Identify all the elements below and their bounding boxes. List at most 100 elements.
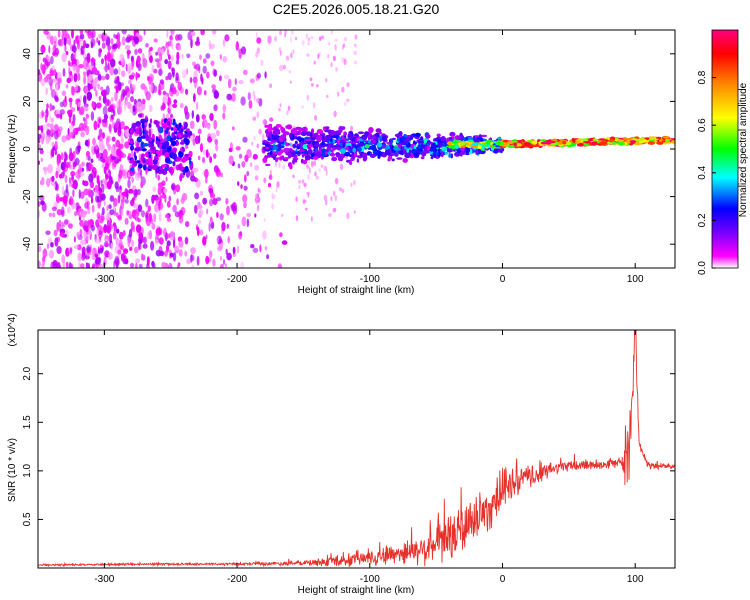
spectrogram-band <box>273 145 279 150</box>
spectrogram-speckle <box>48 251 53 257</box>
spectrogram-speckle <box>189 77 193 84</box>
spectrogram-speckle <box>38 133 42 139</box>
spectrogram-band <box>269 150 273 155</box>
spectrogram-speckle <box>69 61 73 68</box>
spectrogram-burst <box>172 118 176 124</box>
spectrogram-speckle <box>85 113 90 119</box>
spectrogram-speckle <box>103 66 107 71</box>
spectrogram-speckle <box>195 63 201 71</box>
spectrogram-speckle <box>51 105 55 111</box>
spectrogram-speckle <box>96 195 100 203</box>
spectrogram-line <box>643 139 647 143</box>
spectrogram-speckle <box>92 137 96 146</box>
spectrogram-speckle <box>237 224 240 230</box>
spectrogram-band <box>368 127 374 133</box>
spectrogram-line <box>531 140 538 145</box>
spectrogram-speckle <box>125 168 128 173</box>
spectrogram-speckle <box>140 181 144 189</box>
spectrogram-burst <box>173 126 177 132</box>
spectrogram-burst <box>186 128 190 133</box>
spectrogram-speckle <box>290 52 293 59</box>
spectrogram-speckle <box>151 260 155 268</box>
spectrogram-burst <box>171 168 175 174</box>
spectrogram-speckle <box>67 127 70 136</box>
spectrogram-speckle <box>307 42 310 46</box>
spectrogram-speckle <box>226 223 230 229</box>
spectrogram-burst <box>177 132 182 138</box>
spectrogram-speckle <box>120 137 124 144</box>
spectrogram-burst <box>148 123 152 128</box>
spectrogram-speckle <box>38 125 43 131</box>
spectrogram-speckle <box>147 205 151 213</box>
spectrogram-speckle <box>159 52 163 62</box>
spectrogram-speckle <box>197 128 202 135</box>
spectrogram-band <box>391 158 395 162</box>
spectrogram-speckle <box>318 168 321 172</box>
spectrogram-speckle <box>254 213 257 218</box>
spectrogram-band <box>404 136 411 143</box>
spectrogram-speckle <box>269 83 273 89</box>
spectrogram-speckle <box>68 177 72 184</box>
spectrogram-burst <box>180 147 183 152</box>
spectrogram-speckle <box>205 149 209 158</box>
spectrogram-speckle <box>136 171 141 178</box>
spectrogram-speckle <box>131 197 135 203</box>
spectrogram-speckle <box>134 48 138 56</box>
spectrogram-speckle <box>268 174 273 180</box>
spectrogram-speckle <box>77 72 81 81</box>
spectrogram-band <box>331 156 338 162</box>
spectrogram-speckle <box>166 30 169 39</box>
spectrogram-speckle <box>117 39 121 50</box>
spectrogram-speckle <box>98 118 102 124</box>
spectrogram-speckle <box>151 64 155 72</box>
spectrogram-speckle <box>130 96 134 103</box>
spectrogram-speckle <box>167 72 172 81</box>
spectrogram-speckle <box>88 162 93 170</box>
spectrogram-band <box>302 159 308 165</box>
spectrogram-band <box>364 131 369 137</box>
spectrogram-band <box>459 150 466 155</box>
spectrogram-speckle <box>71 30 74 39</box>
snr-xtick-label: 100 <box>627 574 644 585</box>
spectrogram-speckle <box>153 213 157 223</box>
spectrogram-speckle <box>224 263 228 268</box>
spectrogram-speckle <box>283 64 286 70</box>
spectrogram-speckle <box>295 36 297 41</box>
spectrogram-xtick-label: 0 <box>500 274 506 285</box>
spectrogram-speckle <box>222 56 228 63</box>
spectrogram-speckle <box>53 35 58 44</box>
spectrogram-burst <box>165 156 171 164</box>
spectrogram-speckle <box>91 204 95 213</box>
spectrogram-burst <box>140 135 147 139</box>
spectrogram-speckle <box>290 36 292 44</box>
spectrogram-burst <box>171 152 176 159</box>
spectrogram-speckle <box>219 213 224 221</box>
spectrogram-speckle <box>142 243 148 249</box>
snr-ticks: -300 -200 -100 0 100 0.5 1.0 1.5 2.0 <box>22 330 675 585</box>
spectrogram-band <box>402 158 408 163</box>
spectrogram-speckle <box>124 44 131 51</box>
spectrogram-speckle <box>125 36 131 43</box>
spectrogram-speckle <box>230 205 236 212</box>
spectrogram-speckle <box>100 58 105 65</box>
spectrogram-speckle <box>206 71 210 79</box>
spectrogram-burst <box>130 141 133 145</box>
spectrogram-speckle <box>165 176 168 182</box>
spectrogram-speckle <box>76 64 80 74</box>
spectrogram-speckle <box>198 134 201 144</box>
spectrogram-speckle <box>257 187 260 192</box>
spectrogram-speckle <box>79 33 85 40</box>
spectrogram-speckle <box>274 36 277 42</box>
spectrogram-band <box>430 156 434 160</box>
spectrogram-speckle <box>40 78 46 87</box>
spectrogram-speckle <box>199 190 204 196</box>
spectrogram-speckle <box>131 239 135 248</box>
spectrogram-line <box>502 144 506 147</box>
spectrogram-speckle <box>162 90 167 96</box>
spectrogram-band <box>431 145 437 152</box>
spectrogram-speckle <box>202 65 207 74</box>
spectrogram-speckle <box>46 178 51 188</box>
spectrogram-band <box>341 126 346 130</box>
spectrogram-speckle <box>244 174 247 183</box>
spectrogram-band <box>387 155 393 160</box>
